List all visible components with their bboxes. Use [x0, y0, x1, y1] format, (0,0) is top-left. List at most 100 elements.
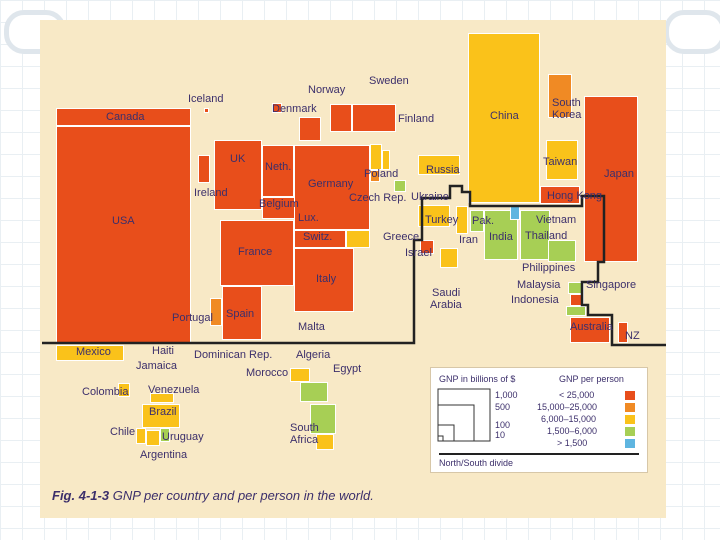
nz-box	[618, 322, 628, 343]
sweden-box-a	[330, 104, 352, 132]
south-korea-box	[548, 74, 572, 118]
germany-label: Germany	[308, 178, 354, 190]
italy-label: Italy	[316, 273, 337, 285]
finland-label: Finland	[398, 113, 435, 125]
argentina-label: Argentina	[140, 449, 188, 461]
south-korea-label-line2: Korea	[552, 109, 582, 121]
france-label: France	[238, 246, 273, 258]
indonesia-box	[566, 306, 586, 316]
iceland-label: Iceland	[188, 93, 224, 105]
argentina-box	[146, 430, 160, 446]
legend-class-3-label: 6,000–15,000	[541, 414, 597, 424]
norway-box	[299, 117, 321, 141]
indonesia-label: Indonesia	[511, 294, 559, 306]
france-box	[220, 220, 294, 286]
denmark-box	[272, 103, 282, 113]
japan-box	[584, 96, 638, 262]
greece-box	[346, 230, 370, 248]
venezuela-label: Venezuela	[148, 384, 200, 396]
legend-divide-sample	[439, 453, 639, 455]
denmark-label: Denmark	[272, 103, 317, 115]
spain-label: Spain	[226, 308, 255, 320]
south-africa-box	[316, 434, 334, 450]
iran-box	[456, 206, 468, 234]
germany-box	[294, 145, 370, 230]
figure-number: Fig. 4-1-3	[52, 488, 110, 503]
netherlands-label: Neth.	[265, 161, 292, 173]
dominican-label: Dominican Rep.	[194, 349, 273, 361]
hong-kong-label: Hong Kong	[547, 190, 603, 202]
brazil-label: Brazil	[149, 406, 177, 418]
figure-caption: Fig. 4-1-3 GNP per country and per perso…	[52, 488, 652, 516]
figure-caption-text: GNP per country and per person in the wo…	[112, 488, 374, 503]
legend-size-10: 10	[495, 430, 506, 440]
legend-class-5-label: > 1,500	[557, 438, 588, 448]
china-box	[468, 33, 540, 203]
south-africa-label-line2: Africa	[290, 434, 319, 446]
ireland-label: Ireland	[194, 187, 228, 199]
saudi-box	[440, 248, 458, 268]
legend-size-squares	[437, 388, 491, 442]
iran-label: Iran	[459, 234, 478, 246]
iceland-box	[204, 108, 209, 113]
turkey-label: Turkey	[425, 214, 459, 226]
nz-label: NZ	[625, 330, 640, 342]
uk-box	[214, 140, 262, 210]
legend-swatch-1	[625, 391, 635, 400]
usa-box	[56, 126, 191, 343]
north-africa-box	[300, 382, 328, 402]
legend-swatch-2	[625, 403, 635, 412]
legend-divide-label: North/South divide	[439, 458, 514, 468]
thailand-box	[548, 240, 576, 262]
legend-gnp-title: GNP in billions of $	[439, 374, 516, 384]
australia-label: Australia	[570, 321, 613, 333]
ireland-box	[198, 155, 210, 183]
legend-size-500: 500	[495, 402, 511, 412]
usa-label: USA	[112, 215, 135, 227]
philippines-label: Philippines	[522, 262, 576, 274]
switzerland-label: Switz.	[303, 231, 333, 243]
czech-label: Czech Rep.	[349, 192, 407, 204]
poland-box	[370, 144, 382, 170]
thailand-label: Thailand	[525, 230, 568, 242]
eastern-europe-box	[382, 150, 390, 170]
poland-label: Poland	[364, 168, 399, 180]
hong-kong-box	[540, 186, 580, 204]
chile-label: Chile	[110, 426, 136, 438]
vietnam-label: Vietnam	[536, 214, 577, 226]
israel-box	[420, 240, 434, 254]
switzerland-box	[294, 230, 346, 248]
china-label: China	[490, 110, 519, 122]
malaysia-label: Malaysia	[517, 279, 561, 291]
brazil-box	[142, 404, 180, 428]
portugal-box	[210, 298, 222, 326]
legend-swatch-4	[625, 427, 635, 436]
taiwan-label: Taiwan	[543, 156, 578, 168]
saudi-label-line2: Arabia	[430, 299, 462, 311]
colombia-label: Colombia	[82, 386, 129, 398]
singapore-label: Singapore	[586, 279, 637, 291]
israel-label: Israel	[405, 247, 432, 259]
haiti-label: Haiti	[152, 345, 175, 357]
venezuela-box	[150, 393, 174, 403]
netherlands-box	[262, 145, 294, 197]
south-korea-label-line1: South	[552, 97, 581, 109]
malta-label: Malta	[298, 321, 325, 333]
russia-box	[418, 155, 460, 175]
portugal-label: Portugal	[172, 312, 213, 324]
mexico-label: Mexico	[76, 346, 111, 358]
mexico-box	[56, 345, 124, 361]
ukraine-label: Ukraine	[411, 191, 449, 203]
uruguay-box	[160, 428, 170, 442]
belgium-label: Belgium	[259, 198, 299, 210]
jamaica-label: Jamaica	[136, 360, 177, 372]
central-africa-box	[310, 404, 336, 434]
malaysia-box	[568, 282, 584, 294]
vietnam-box	[520, 210, 550, 260]
sweden-box-b	[352, 104, 396, 132]
pakistan-box	[470, 210, 484, 232]
egypt-label: Egypt	[333, 363, 362, 375]
legend-swatch-3	[625, 415, 635, 424]
morocco-label: Morocco	[246, 367, 289, 379]
canada-box	[56, 108, 191, 126]
